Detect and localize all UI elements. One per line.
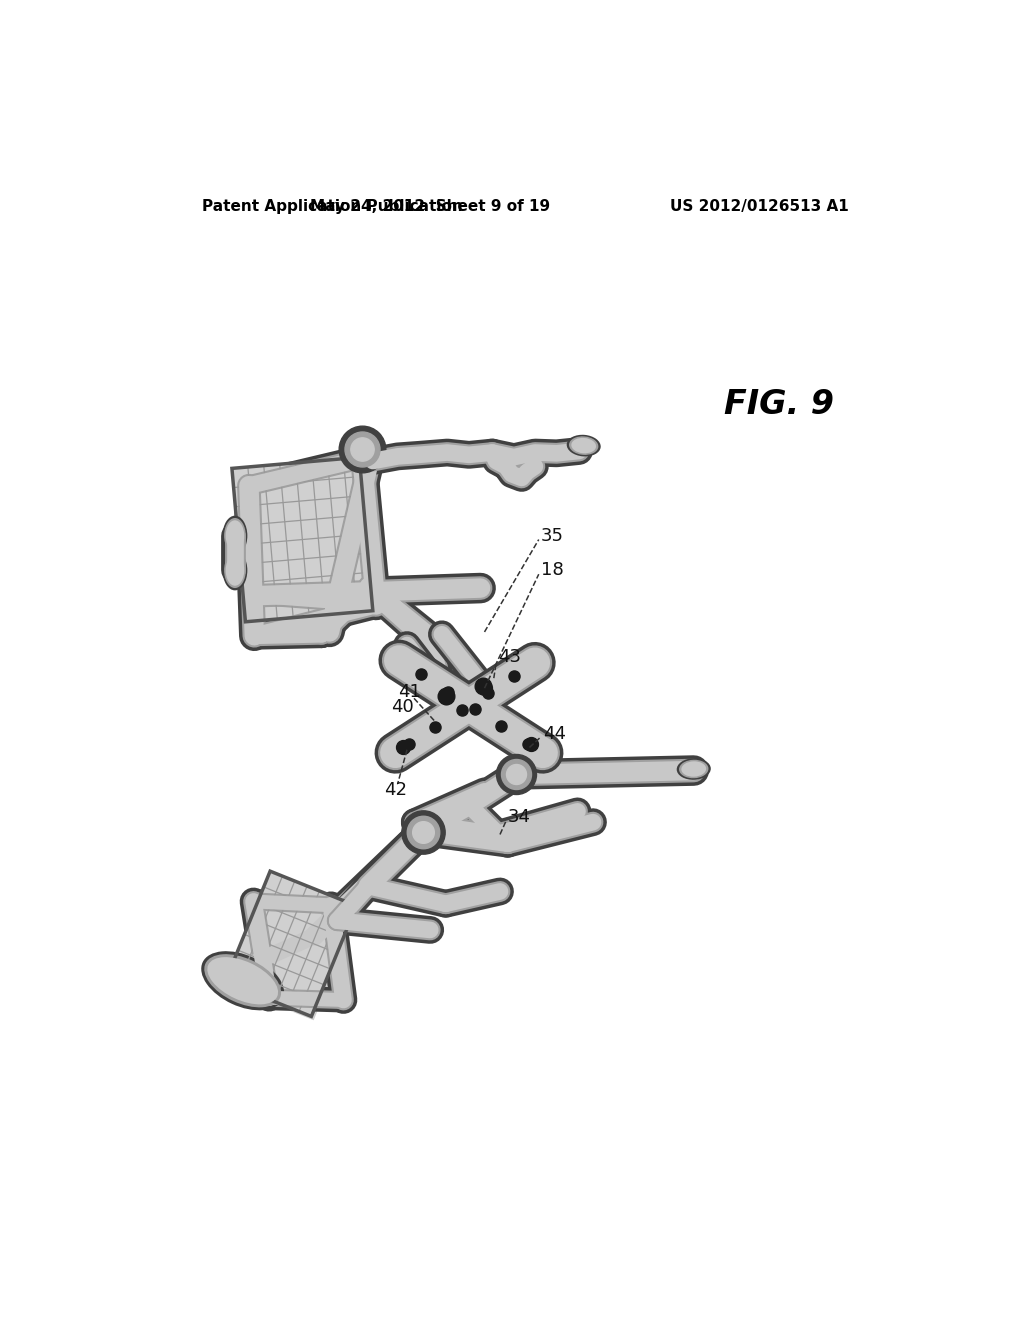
- Ellipse shape: [222, 550, 248, 590]
- Text: US 2012/0126513 A1: US 2012/0126513 A1: [671, 198, 849, 214]
- Ellipse shape: [225, 554, 245, 586]
- Ellipse shape: [571, 438, 596, 453]
- Text: 35: 35: [541, 527, 564, 545]
- Text: May 24, 2012  Sheet 9 of 19: May 24, 2012 Sheet 9 of 19: [310, 198, 550, 214]
- Text: 42: 42: [384, 781, 407, 799]
- Text: Patent Application Publication: Patent Application Publication: [202, 198, 463, 214]
- Text: 43: 43: [499, 648, 521, 667]
- Ellipse shape: [681, 762, 707, 776]
- Text: 34: 34: [508, 808, 530, 826]
- Polygon shape: [231, 457, 373, 622]
- Ellipse shape: [204, 954, 282, 1007]
- Ellipse shape: [679, 760, 709, 779]
- Ellipse shape: [222, 516, 248, 556]
- Text: FIG. 9: FIG. 9: [724, 388, 834, 421]
- Text: 44: 44: [543, 726, 565, 743]
- Text: 40: 40: [391, 698, 415, 717]
- Text: 41: 41: [397, 682, 421, 701]
- Polygon shape: [227, 875, 358, 1020]
- Text: 18: 18: [541, 561, 564, 579]
- Ellipse shape: [569, 437, 598, 455]
- Ellipse shape: [566, 434, 601, 457]
- Ellipse shape: [224, 553, 246, 589]
- Ellipse shape: [677, 758, 711, 780]
- Ellipse shape: [202, 952, 285, 1010]
- Ellipse shape: [224, 517, 246, 553]
- Ellipse shape: [207, 957, 279, 1005]
- Polygon shape: [234, 461, 375, 626]
- Polygon shape: [225, 871, 356, 1016]
- Ellipse shape: [225, 520, 245, 552]
